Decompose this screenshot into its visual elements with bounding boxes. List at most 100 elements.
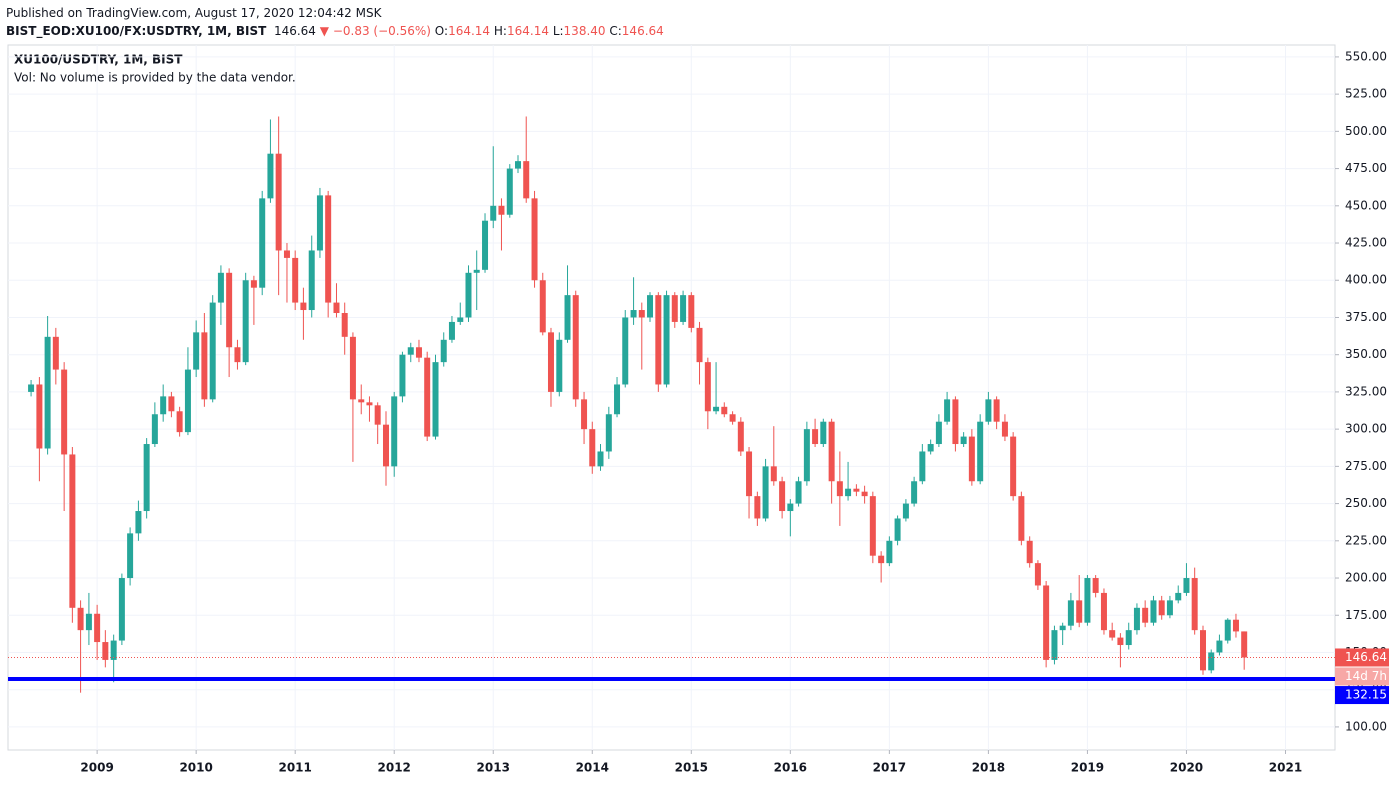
candle-body [374, 405, 381, 425]
candle-body [655, 295, 662, 385]
candle-body [820, 421, 827, 445]
candle-body [325, 195, 332, 303]
plot-frame [7, 44, 1336, 751]
symbol-row: BIST_EOD:XU100/FX:USDTRY, 1M, BIST 146.6… [6, 22, 664, 40]
candle-body [1125, 630, 1132, 646]
y-tick-label: 200.00 [1345, 571, 1387, 585]
candle-body [44, 336, 51, 449]
candle-body [713, 406, 720, 412]
candle-body [349, 336, 356, 400]
candle-body [977, 421, 984, 482]
y-tick-label: 250.00 [1345, 496, 1387, 510]
candle-body [630, 310, 637, 318]
candle-body [1092, 578, 1099, 593]
candle-body [861, 491, 868, 497]
ohlc-value: 164.14 [448, 24, 491, 38]
candle-body [721, 406, 728, 415]
y-tick-label: 300.00 [1345, 422, 1387, 436]
countdown-box [1335, 667, 1389, 686]
candle-body [515, 161, 522, 169]
candle-body [341, 313, 348, 337]
candle-body [894, 518, 901, 541]
chart-title: XU100/USDTRY, 1M, BIST [14, 53, 183, 67]
candle-body [267, 153, 274, 199]
candle-body [746, 451, 753, 497]
candle-body [845, 488, 852, 497]
candle-body [779, 481, 786, 512]
candle-body [770, 466, 777, 482]
candle-body [308, 250, 315, 311]
candle-body [960, 436, 967, 445]
ohlc-label: L: [552, 24, 564, 38]
candle-body [762, 466, 769, 519]
x-tick-label: 2012 [378, 761, 411, 775]
candle-body [886, 540, 893, 564]
x-tick-label: 2009 [80, 761, 113, 775]
candle-body [209, 302, 216, 400]
candle-body [118, 578, 125, 641]
candle-body [1232, 619, 1239, 632]
x-tick-label: 2010 [179, 761, 212, 775]
ohlc-label: O: [434, 24, 449, 38]
candle-body [217, 272, 224, 303]
candle-body [803, 429, 810, 482]
x-tick-label: 2019 [1071, 761, 1104, 775]
candle-body [704, 362, 711, 412]
candle-body [465, 272, 472, 318]
candle-body [151, 414, 158, 445]
candle-body [85, 613, 92, 631]
candle-body [729, 414, 736, 422]
candle-body [1051, 630, 1058, 660]
candle-body [1216, 640, 1223, 653]
candle-body [911, 481, 918, 504]
candle-body [391, 396, 398, 467]
candle-body [448, 321, 455, 340]
ohlc-label: C: [609, 24, 622, 38]
candle-body [143, 444, 150, 512]
last-price-label: 146.64 [1345, 650, 1387, 664]
candle-body [77, 607, 84, 631]
candle-body [1117, 637, 1124, 646]
candle-body [1208, 652, 1215, 671]
candle-body [1241, 631, 1248, 658]
x-tick-label: 2017 [873, 761, 906, 775]
candle-body [102, 642, 109, 660]
price: 146.64 [273, 24, 316, 38]
candle-body [69, 454, 76, 608]
candle-body [605, 414, 612, 452]
candle-body [382, 424, 389, 467]
down-arrow: ▼ [319, 24, 329, 38]
candle-body [407, 347, 414, 355]
candle-body [1109, 630, 1116, 638]
candle-body [1076, 600, 1083, 623]
candle-body [597, 451, 604, 467]
candle-body [292, 257, 299, 303]
candle-body [333, 302, 340, 314]
candle-body [523, 161, 530, 199]
candle-body [432, 362, 439, 437]
candle-body [1034, 563, 1041, 586]
candle-body [193, 332, 200, 370]
x-tick-label: 2018 [972, 761, 1005, 775]
candle-body [94, 613, 101, 643]
candle-body [944, 399, 951, 422]
candle-body [696, 327, 703, 363]
candle-body [184, 369, 191, 433]
candle-body [160, 396, 167, 415]
candle-body [853, 488, 860, 492]
header: Published on TradingView.com, August 17,… [6, 4, 664, 40]
candle-body [902, 503, 909, 519]
candle-body [1224, 619, 1231, 641]
candle-body [424, 357, 431, 437]
candle-body [985, 399, 992, 422]
candle-body [836, 481, 843, 497]
x-tick-label: 2020 [1170, 761, 1203, 775]
candle-body [110, 640, 117, 660]
candle-body [531, 198, 538, 281]
candle-body [135, 511, 142, 534]
y-tick-label: 550.00 [1345, 49, 1387, 63]
candle-body [935, 421, 942, 445]
x-tick-label: 2013 [477, 761, 510, 775]
hline-price-label: 132.15 [1345, 688, 1387, 702]
candle-body [1158, 600, 1165, 616]
